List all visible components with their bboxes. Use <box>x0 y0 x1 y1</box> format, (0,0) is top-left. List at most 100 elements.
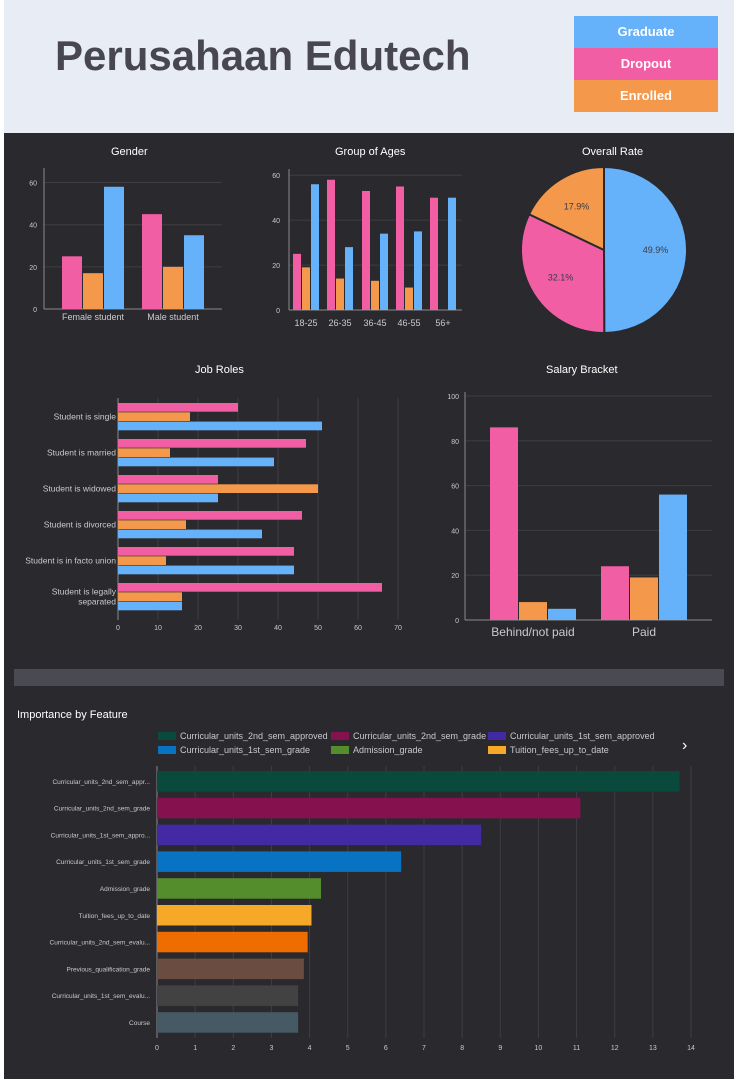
y-category-label: Curricular_units_1st_sem_evalu... <box>52 993 150 1000</box>
x-tick-label: 0 <box>116 625 120 632</box>
bar-enrolled <box>405 287 413 310</box>
x-tick-label: 12 <box>611 1045 619 1052</box>
bar-dropout <box>396 186 404 310</box>
bar-graduate <box>380 233 388 310</box>
bar-graduate <box>311 184 319 310</box>
bar-enrolled <box>371 280 379 310</box>
x-tick-label: 20 <box>194 625 202 632</box>
bar-graduate <box>118 457 274 467</box>
feature-bar <box>157 824 482 846</box>
bar-enrolled <box>302 267 310 310</box>
y-category-label: Student is married <box>47 448 116 458</box>
y-category-label: separated <box>78 597 116 607</box>
bar-enrolled <box>163 266 183 309</box>
bar-dropout <box>118 403 238 412</box>
pie-slice-enrolled <box>527 165 605 252</box>
jobroles-chart-title: Job Roles <box>195 364 244 376</box>
y-tick-label: 100 <box>447 394 459 401</box>
bar-dropout <box>118 511 302 520</box>
x-tick-label: 11 <box>573 1045 580 1052</box>
x-category-label: Paid <box>632 625 656 639</box>
bar-dropout <box>327 179 335 310</box>
bar-dropout <box>118 475 218 484</box>
pie-slice-label: 17.9% <box>564 201 590 211</box>
filter-enrolled-button[interactable]: Enrolled <box>574 80 718 112</box>
x-tick-label: 8 <box>460 1045 464 1052</box>
bar-dropout <box>293 253 301 310</box>
y-tick-label: 80 <box>451 439 459 446</box>
y-tick-label: 0 <box>276 308 280 315</box>
y-tick-label: 60 <box>29 181 37 188</box>
x-category-label: 46-55 <box>397 318 420 328</box>
x-tick-label: 6 <box>384 1045 388 1052</box>
legend-label: Curricular_units_1st_sem_approved <box>510 731 655 741</box>
gender-chart-title: Gender <box>111 146 148 158</box>
page-title: Perusahaan Edutech <box>55 32 471 79</box>
legend-swatch <box>331 746 349 754</box>
bar-enrolled <box>519 602 547 620</box>
bar-enrolled <box>118 484 318 493</box>
pie-slice-label: 32.1% <box>548 273 574 283</box>
bar-graduate <box>118 493 218 503</box>
y-category-label: Curricular_units_1st_sem_grade <box>56 859 150 866</box>
x-tick-label: 13 <box>649 1045 657 1052</box>
bar-enrolled <box>118 592 182 601</box>
bar-enrolled <box>118 412 190 421</box>
y-category-label: Curricular_units_2nd_sem_appr... <box>52 779 150 786</box>
x-tick-label: 60 <box>354 625 362 632</box>
feature-bar <box>157 851 402 872</box>
x-tick-label: 0 <box>155 1045 159 1052</box>
legend-next-icon[interactable]: › <box>682 737 687 754</box>
y-tick-label: 20 <box>29 265 37 272</box>
bar-graduate <box>118 565 294 575</box>
legend-swatch <box>158 732 176 740</box>
bar-graduate <box>414 231 422 310</box>
filter-graduate-button[interactable]: Graduate <box>574 16 718 48</box>
y-category-label: Student is in facto union <box>25 556 116 566</box>
x-tick-label: 4 <box>308 1045 312 1052</box>
bar-graduate <box>548 608 576 620</box>
salary-chart-title: Salary Bracket <box>546 364 618 376</box>
importance-chart-title: Importance by Feature <box>17 709 128 721</box>
bar-enrolled <box>118 520 186 529</box>
y-category-label: Tuition_fees_up_to_date <box>79 913 151 920</box>
bar-graduate <box>104 186 124 309</box>
x-tick-label: 10 <box>154 625 162 632</box>
legend-swatch <box>488 732 506 740</box>
x-category-label: Female student <box>62 312 125 322</box>
x-tick-label: 3 <box>269 1045 273 1052</box>
feature-bar <box>157 797 581 819</box>
feature-bar <box>157 905 312 926</box>
x-category-label: 56+ <box>435 318 450 328</box>
section-divider <box>14 669 724 686</box>
bar-graduate <box>118 529 262 539</box>
feature-bar <box>157 931 308 953</box>
filter-dropout-button[interactable]: Dropout <box>574 48 718 80</box>
y-tick-label: 40 <box>272 218 280 225</box>
bar-enrolled <box>83 273 103 309</box>
y-tick-label: 0 <box>455 618 459 625</box>
bar-dropout <box>490 427 518 620</box>
legend-swatch <box>488 746 506 754</box>
x-tick-label: 9 <box>498 1045 502 1052</box>
legend-swatch <box>158 746 176 754</box>
bar-enrolled <box>336 278 344 310</box>
y-tick-label: 60 <box>451 484 459 491</box>
y-tick-label: 40 <box>29 223 37 230</box>
x-tick-label: 50 <box>314 625 322 632</box>
y-category-label: Student is divorced <box>44 520 117 530</box>
x-tick-label: 10 <box>535 1045 543 1052</box>
bar-dropout <box>118 547 294 556</box>
feature-bar <box>157 771 680 792</box>
y-category-label: Curricular_units_2nd_sem_evalu... <box>50 940 151 947</box>
feature-bar <box>157 878 322 899</box>
legend-label: Curricular_units_2nd_sem_approved <box>180 731 328 741</box>
y-tick-label: 0 <box>33 307 37 314</box>
y-tick-label: 60 <box>272 173 280 180</box>
bar-enrolled <box>118 556 166 565</box>
y-category-label: Curricular_units_2nd_sem_grade <box>54 806 150 813</box>
y-category-label: Student is single <box>54 412 117 422</box>
overall-chart-title: Overall Rate <box>582 146 644 158</box>
y-tick-label: 20 <box>451 573 459 580</box>
